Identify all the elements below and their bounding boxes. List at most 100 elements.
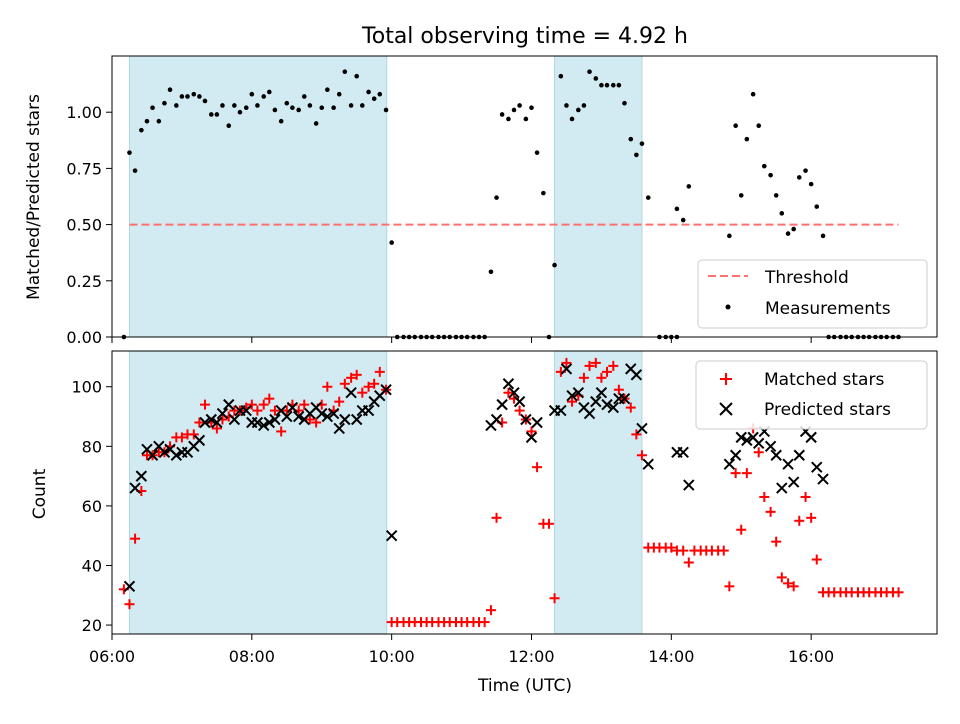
predicted-star-point <box>642 458 654 470</box>
top-y-tick-label: 1.00 <box>66 103 102 122</box>
matched-star-point <box>211 423 222 434</box>
matched-star-point <box>264 393 275 404</box>
bottom-y-axis-ticks: 20 40 60 80 100 <box>71 378 112 635</box>
measurement-point <box>272 107 278 113</box>
top-y-axis-ticks: 0.00 0.25 0.50 0.75 1.00 <box>66 103 112 347</box>
matched-star-point <box>194 417 205 428</box>
predicted-star-point <box>683 479 695 491</box>
predicted-star-point <box>741 434 753 447</box>
predicted-star-point <box>199 416 211 429</box>
predicted-star-point <box>776 482 788 494</box>
measurement-point <box>139 127 144 133</box>
measurement-point <box>593 76 599 81</box>
measurement-point <box>511 107 517 113</box>
predicted-star-point <box>630 369 643 381</box>
bottom-y-axis-label: Count <box>30 468 50 519</box>
figure-title: Total observing time = 4.92 h <box>361 24 688 49</box>
predicted-star-point <box>566 389 578 402</box>
matched-star-point <box>736 524 747 535</box>
measurement-point <box>156 118 162 124</box>
matched-star-point <box>783 578 794 589</box>
measurement-point <box>523 116 529 122</box>
measurement-point <box>261 94 267 99</box>
bottom-y-tick-label: 40 <box>82 556 102 575</box>
predicted-star-point <box>362 404 375 417</box>
measurement-point <box>389 240 394 245</box>
measurement-point <box>348 103 354 108</box>
predicted-star-point <box>782 458 794 470</box>
bottom-y-tick-label: 60 <box>82 497 102 516</box>
matched-star-point <box>893 587 904 598</box>
matched-star-point <box>543 518 554 529</box>
matched-star-point <box>759 491 770 502</box>
matched-star-point <box>299 399 310 410</box>
measurement-point <box>581 103 587 108</box>
measurement-point <box>232 103 237 108</box>
measurement-point <box>197 94 202 99</box>
matched-star-point <box>188 429 199 440</box>
predicted-star-point <box>508 386 520 399</box>
measurement-point <box>564 103 569 108</box>
measurement-point <box>220 103 225 108</box>
measurement-point <box>313 121 319 126</box>
measurement-point <box>494 195 499 200</box>
measurement-point <box>785 231 791 236</box>
matched-star-point <box>252 405 263 416</box>
measurement-point <box>383 107 389 113</box>
predicted-star-point <box>817 473 829 485</box>
measurement-point <box>587 69 592 75</box>
predicted-star-point <box>123 580 136 593</box>
matched-star-point <box>596 372 607 383</box>
measurement-point <box>820 233 826 239</box>
predicted-star-point <box>793 449 805 461</box>
measurement-point <box>336 91 342 97</box>
matched-star-point <box>806 512 817 523</box>
predicted-star-point <box>572 386 585 399</box>
measurement-point <box>278 118 284 124</box>
bottom-axes-frame <box>111 350 938 635</box>
predicted-star-point <box>321 410 334 423</box>
measurement-point <box>132 168 138 173</box>
predicted-star-point <box>583 407 596 420</box>
matched-star-point <box>567 396 578 407</box>
matched-star-point <box>485 605 496 616</box>
matched-star-point <box>339 378 350 389</box>
bottom-x-tick-label: 12:00 <box>508 647 554 666</box>
top-y-tick-label: 0.00 <box>66 328 102 347</box>
measurement-point <box>267 89 272 95</box>
bottom-x-tick-label: 14:00 <box>648 647 694 666</box>
matched-star-point <box>741 468 752 479</box>
matched-star-point <box>561 357 572 368</box>
matched-star-point <box>724 581 735 592</box>
measurement-point <box>127 150 132 155</box>
measurement-point <box>366 89 371 95</box>
bottom-x-axis-ticks: 06:00 08:00 10:00 12:00 14:00 16:00 <box>89 634 834 666</box>
matched-star-point <box>479 617 490 628</box>
matched-star-point <box>532 462 543 473</box>
matched-star-point <box>636 450 647 461</box>
shaded-interval <box>128 350 388 635</box>
shaded-interval <box>554 55 643 338</box>
measurement-point <box>733 123 738 128</box>
predicted-star-point <box>251 416 264 429</box>
top-y-tick-label: 0.75 <box>66 159 102 178</box>
matched-star-point <box>304 414 315 425</box>
measurement-point <box>255 103 260 108</box>
predicted-star-point <box>240 404 252 417</box>
bottom-legend-predicted-swatch <box>719 402 733 416</box>
predicted-star-point <box>158 446 171 458</box>
predicted-star-point <box>316 407 328 420</box>
predicted-star-point <box>560 363 573 375</box>
measurement-point <box>488 269 494 275</box>
top-x-axis-ticks <box>111 337 812 343</box>
measurement-point <box>354 73 360 79</box>
measurement-point <box>517 103 522 108</box>
measurement-point <box>301 94 307 99</box>
measurement-point <box>371 96 377 102</box>
matched-star-point <box>199 399 210 410</box>
measurement-point <box>290 105 295 111</box>
measurement-point <box>307 103 313 108</box>
matched-star-point <box>666 542 677 553</box>
measurement-point <box>686 184 692 189</box>
matched-star-point <box>258 399 269 410</box>
